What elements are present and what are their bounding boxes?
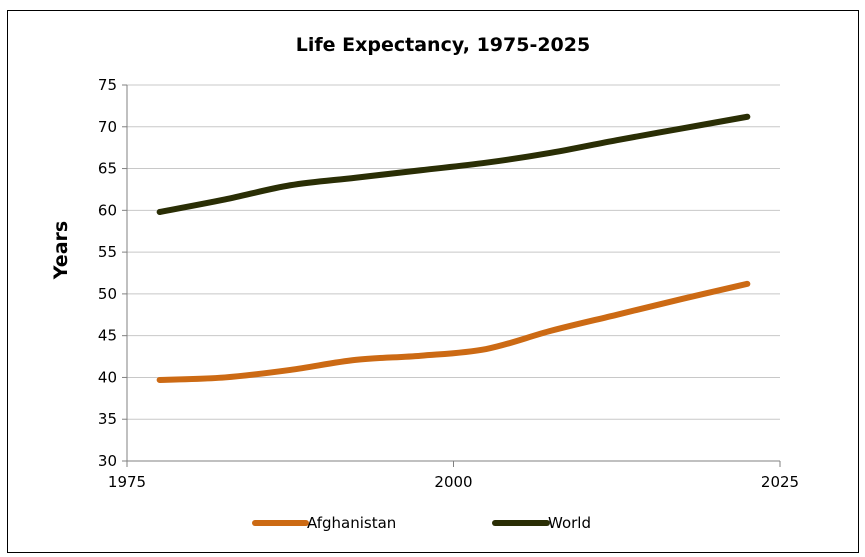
y-tick-label: 75 — [98, 76, 117, 94]
y-tick-label: 50 — [98, 285, 117, 303]
y-tick-label: 35 — [98, 410, 117, 428]
legend-label-world: World — [548, 514, 591, 532]
y-tick-label: 45 — [98, 327, 117, 345]
y-axis-label: Years — [50, 221, 72, 280]
x-tick-label: 2000 — [434, 473, 472, 491]
chart-frame — [7, 10, 859, 553]
y-tick-label: 40 — [98, 368, 117, 386]
axes — [122, 84, 781, 467]
x-tick-labels: 1975 2000 2025 — [108, 473, 799, 491]
y-tick-label: 65 — [98, 160, 117, 178]
chart-title: Life Expectancy, 1975-2025 — [296, 34, 590, 56]
series-line-afghanistan — [156, 280, 751, 383]
y-tick-label: 30 — [98, 452, 117, 470]
series-lines — [156, 113, 751, 383]
x-tick-label: 1975 — [108, 473, 146, 491]
x-tick-label: 2025 — [761, 473, 799, 491]
grid-lines — [127, 84, 780, 420]
y-tick-labels: 30 35 40 45 50 55 60 65 70 75 — [98, 76, 117, 470]
y-tick-label: 70 — [98, 118, 117, 136]
legend-label-afghanistan: Afghanistan — [307, 514, 396, 532]
y-tick-label: 60 — [98, 201, 117, 219]
y-tick-label: 55 — [98, 243, 117, 261]
series-line-world — [156, 113, 751, 215]
legend: Afghanistan World — [252, 514, 591, 532]
